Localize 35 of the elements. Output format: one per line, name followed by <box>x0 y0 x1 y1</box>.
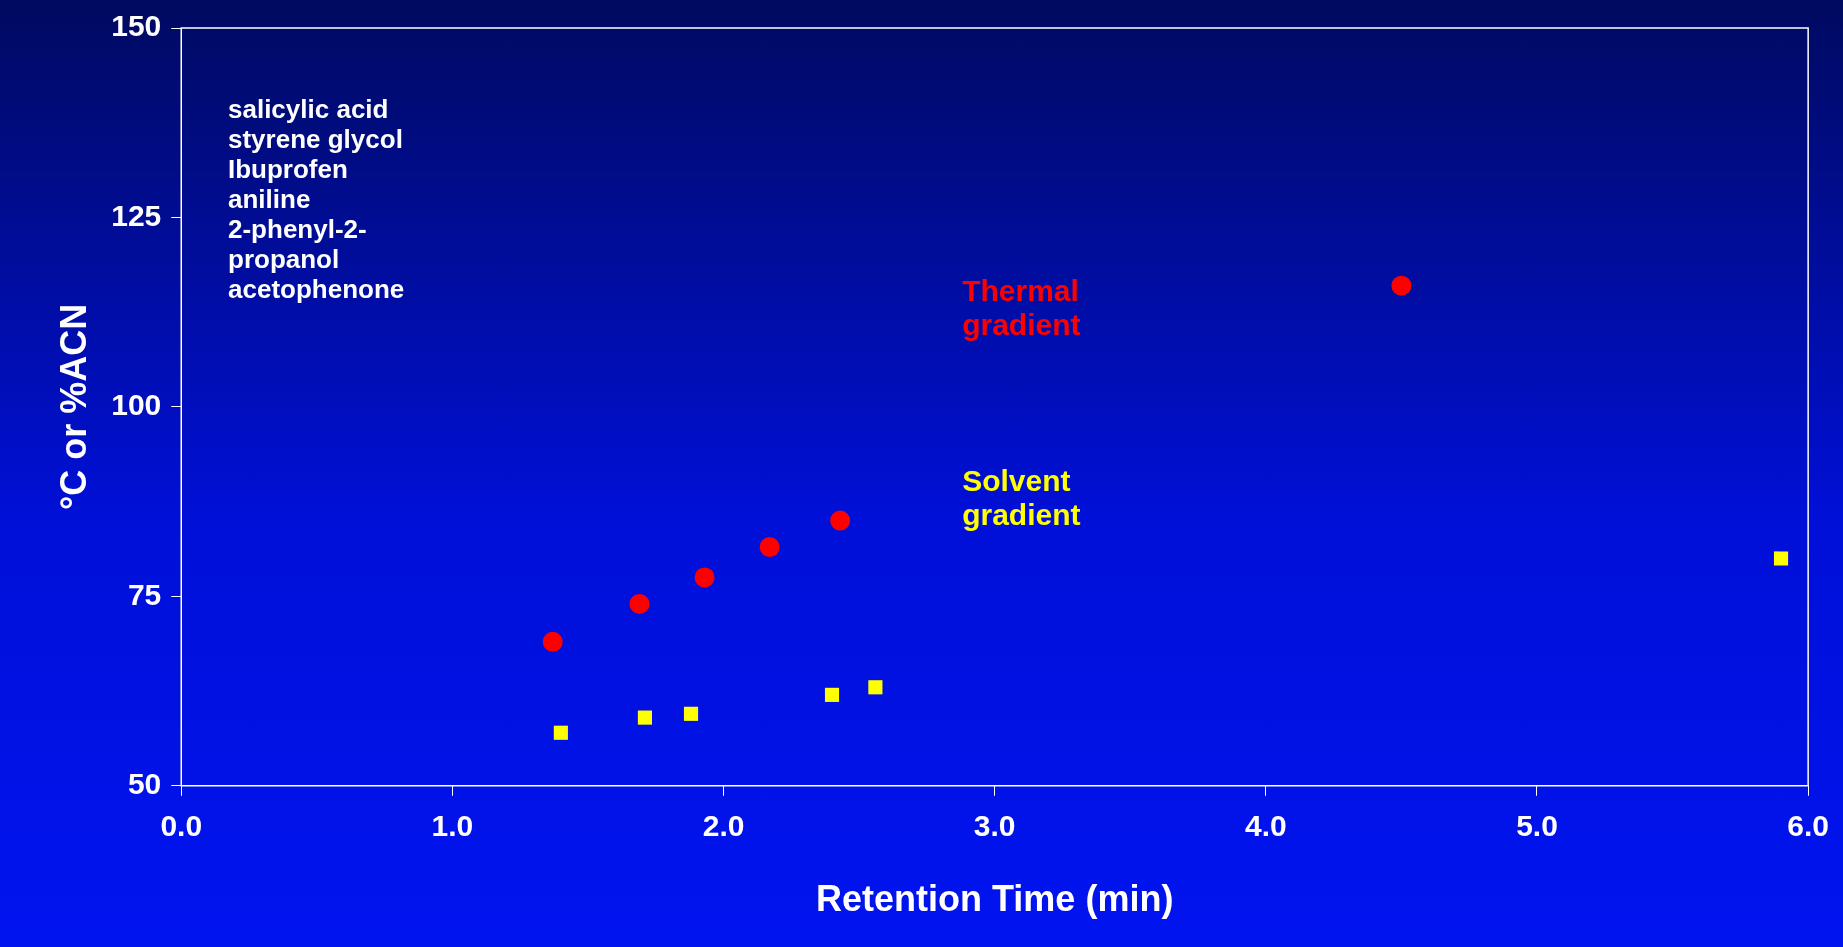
x-tick-label: 4.0 <box>1244 809 1287 843</box>
point <box>683 706 699 721</box>
point <box>637 710 652 725</box>
point <box>868 680 883 695</box>
y-tick-label: 75 <box>127 577 162 611</box>
y-tick-label: 150 <box>111 9 162 43</box>
x-tick-label: 6.0 <box>1787 809 1830 843</box>
point <box>1391 275 1412 296</box>
x-tick-label: 5.0 <box>1516 809 1558 843</box>
annotation: Ibuprofen <box>228 154 349 184</box>
point <box>553 725 568 740</box>
y-axis-title: °C or %ACN <box>52 303 94 511</box>
point <box>759 537 780 558</box>
x-axis-title: Retention Time (min) <box>816 878 1174 920</box>
annotation: aniline <box>228 184 312 214</box>
point <box>830 510 851 531</box>
x-tick-label: 1.0 <box>431 809 474 843</box>
point <box>824 687 840 702</box>
y-tick-label: 100 <box>111 388 162 422</box>
y-tick-label: 125 <box>111 198 162 232</box>
text: Solvent gradient <box>962 463 1081 531</box>
x-tick-label: 2.0 <box>702 809 745 843</box>
point <box>694 567 715 588</box>
annotation: acetophenone <box>228 274 405 304</box>
annotation: styrene glycol <box>228 124 404 154</box>
annotation: 2-phenyl-2- <box>228 214 368 244</box>
point <box>542 631 563 652</box>
x-tick-label: 3.0 <box>973 809 1016 843</box>
y-tick-label: 50 <box>127 767 162 801</box>
text: Thermal gradient <box>962 274 1081 342</box>
annotation: propanol <box>228 244 341 274</box>
x-tick-label: 0.0 <box>160 809 203 843</box>
point <box>629 593 650 614</box>
annotation: salicylic acid <box>228 94 390 124</box>
point <box>1773 551 1789 566</box>
